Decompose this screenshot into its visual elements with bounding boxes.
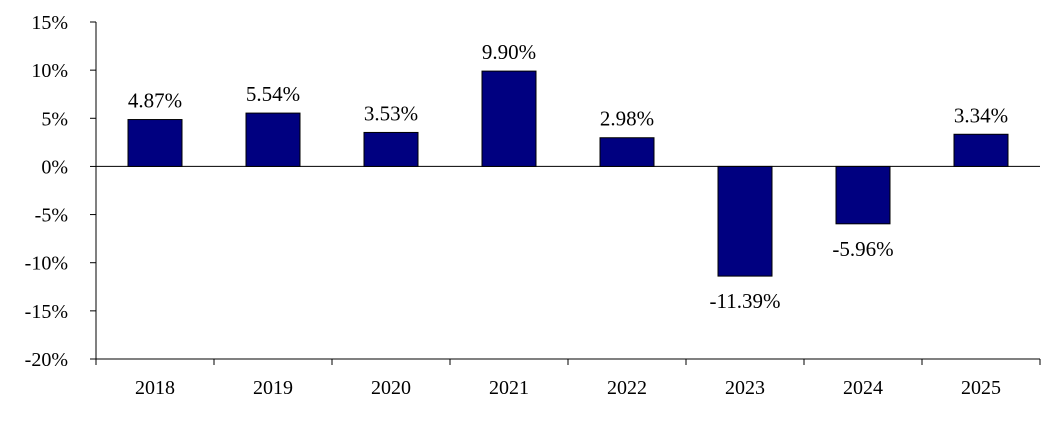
bar-2019 [245,112,301,167]
bar-2021 [481,70,537,167]
y-tick-label: 5% [41,108,68,130]
x-tick-label: 2021 [489,377,529,399]
bars-group [127,70,1009,277]
x-tick-label: 2023 [725,377,765,399]
y-tick-label: -10% [25,253,68,275]
x-tick-label: 2025 [961,377,1001,399]
y-tick-label: 10% [31,60,68,82]
data-label-2018: 4.87% [128,89,182,113]
data-label-2025: 3.34% [954,103,1008,127]
y-axis: 15% 10% 5% 0% -5% -10% -15% -20% [25,12,97,371]
bar-2025 [953,133,1009,167]
y-tick-label: -5% [35,205,68,227]
y-tick-label: -15% [25,301,68,323]
data-label-2023: -11.39% [710,289,781,313]
y-tick-label: 0% [41,156,68,178]
x-tick-label: 2018 [135,377,175,399]
y-tick-label: 15% [31,12,68,34]
data-label-2020: 3.53% [364,101,418,125]
data-labels-group: 4.87% 5.54% 3.53% 9.90% 2.98% -11.39% -5.96% 3.… [128,40,1008,313]
data-label-2022: 2.98% [600,107,654,131]
bar-2023 [717,165,773,277]
x-tick-label: 2019 [253,377,293,399]
y-tick-label: -20% [25,349,68,371]
x-axis: 2018 2019 2020 2021 2022 2023 2024 2025 [95,165,1041,399]
x-tick-label: 2020 [371,377,411,399]
x-tick-label: 2024 [843,377,883,399]
bar-2018 [127,119,183,167]
bar-2024 [835,165,891,225]
data-label-2019: 5.54% [246,82,300,106]
bar-2020 [363,131,419,167]
data-label-2021: 9.90% [482,40,536,64]
bar-2022 [599,137,655,167]
x-tick-label: 2022 [607,377,647,399]
data-label-2024: -5.96% [832,237,893,261]
